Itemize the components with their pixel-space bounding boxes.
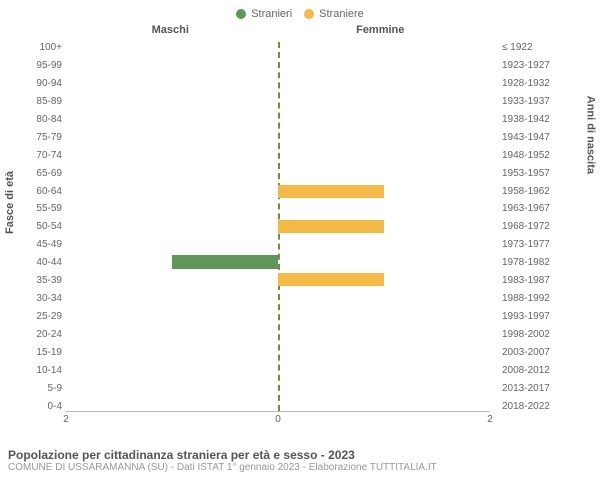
birth-label: ≤ 1922 — [502, 42, 592, 53]
legend: Stranieri Straniere — [8, 8, 592, 20]
age-label: 70-74 — [8, 150, 62, 161]
birth-label: 1943-1947 — [502, 132, 592, 143]
male-column-title: Maschi — [152, 24, 189, 36]
bar-row — [66, 306, 490, 324]
age-label: 80-84 — [8, 114, 62, 125]
age-label: 30-34 — [8, 293, 62, 304]
age-label: 100+ — [8, 42, 62, 53]
bar-female — [278, 273, 384, 287]
bar-female — [278, 185, 384, 199]
age-label: 20-24 — [8, 329, 62, 340]
age-label: 25-29 — [8, 311, 62, 322]
age-label: 50-54 — [8, 221, 62, 232]
birth-label: 1973-1977 — [502, 239, 592, 250]
bar-row — [66, 147, 490, 165]
bar-row — [66, 165, 490, 183]
bar-row — [66, 77, 490, 95]
age-label: 65-69 — [8, 168, 62, 179]
chart-title: Popolazione per cittadinanza straniera p… — [8, 448, 592, 462]
column-titles: Maschi Femmine — [68, 24, 488, 36]
bar-row — [66, 341, 490, 359]
bar-row — [66, 358, 490, 376]
legend-female: Straniere — [304, 8, 364, 20]
legend-label-male: Stranieri — [251, 8, 292, 20]
age-label: 15-19 — [8, 347, 62, 358]
birth-label: 1978-1982 — [502, 257, 592, 268]
legend-swatch-male — [236, 9, 246, 19]
bar-row — [66, 323, 490, 341]
age-label: 0-4 — [8, 401, 62, 412]
age-label: 75-79 — [8, 132, 62, 143]
birth-label: 1968-1972 — [502, 221, 592, 232]
birth-label: 1928-1932 — [502, 78, 592, 89]
bar-row — [66, 376, 490, 394]
bar-row — [66, 235, 490, 253]
birth-label: 2008-2012 — [502, 365, 592, 376]
plot-area — [66, 42, 490, 412]
age-label: 90-94 — [8, 78, 62, 89]
birth-label: 2018-2022 — [502, 401, 592, 412]
age-label: 95-99 — [8, 60, 62, 71]
birth-label: 1983-1987 — [502, 275, 592, 286]
age-label: 60-64 — [8, 186, 62, 197]
birth-label: 1998-2002 — [502, 329, 592, 340]
birth-label: 1963-1967 — [502, 203, 592, 214]
birth-year-labels: ≤ 1922 1923-1927 1928-1932 1933-1937 1938-19… — [498, 42, 592, 412]
birth-label: 1948-1952 — [502, 150, 592, 161]
birth-label: 1953-1957 — [502, 168, 592, 179]
bar-row — [66, 183, 490, 201]
birth-label: 1933-1937 — [502, 96, 592, 107]
birth-label: 2013-2017 — [502, 383, 592, 394]
legend-label-female: Straniere — [319, 8, 364, 20]
x-tick: 0 — [275, 414, 281, 425]
birth-label: 1938-1942 — [502, 114, 592, 125]
x-tick: 2 — [63, 414, 69, 425]
x-axis: 2 0 2 — [66, 414, 490, 432]
bar-row — [66, 112, 490, 130]
bar-row — [66, 288, 490, 306]
bar-female — [278, 220, 384, 234]
bar-row — [66, 218, 490, 236]
birth-label: 1993-1997 — [502, 311, 592, 322]
age-label: 10-14 — [8, 365, 62, 376]
birth-label: 1958-1962 — [502, 186, 592, 197]
bar-male — [172, 255, 278, 269]
age-label: 55-59 — [8, 203, 62, 214]
legend-male: Stranieri — [236, 8, 292, 20]
x-tick: 2 — [487, 414, 493, 425]
age-label: 35-39 — [8, 275, 62, 286]
bar-row — [66, 95, 490, 113]
bar-row — [66, 42, 490, 60]
bar-row — [66, 60, 490, 78]
bar-row — [66, 394, 490, 412]
bar-row — [66, 253, 490, 271]
bar-rows — [66, 42, 490, 411]
age-label: 45-49 — [8, 239, 62, 250]
birth-label: 2003-2007 — [502, 347, 592, 358]
birth-label: 1923-1927 — [502, 60, 592, 71]
age-label: 5-9 — [8, 383, 62, 394]
bar-row — [66, 130, 490, 148]
age-labels: 100+ 95-99 90-94 85-89 80-84 75-79 70-74 65-69 6… — [8, 42, 62, 412]
bar-row — [66, 200, 490, 218]
age-label: 85-89 — [8, 96, 62, 107]
chart: Maschi Femmine Fasce di età Anni di nasc… — [8, 24, 592, 444]
birth-label: 1988-1992 — [502, 293, 592, 304]
age-label: 40-44 — [8, 257, 62, 268]
bar-row — [66, 271, 490, 289]
legend-swatch-female — [304, 9, 314, 19]
chart-subtitle: COMUNE DI USSARAMANNA (SU) - Dati ISTAT … — [8, 462, 592, 473]
female-column-title: Femmine — [356, 24, 404, 36]
